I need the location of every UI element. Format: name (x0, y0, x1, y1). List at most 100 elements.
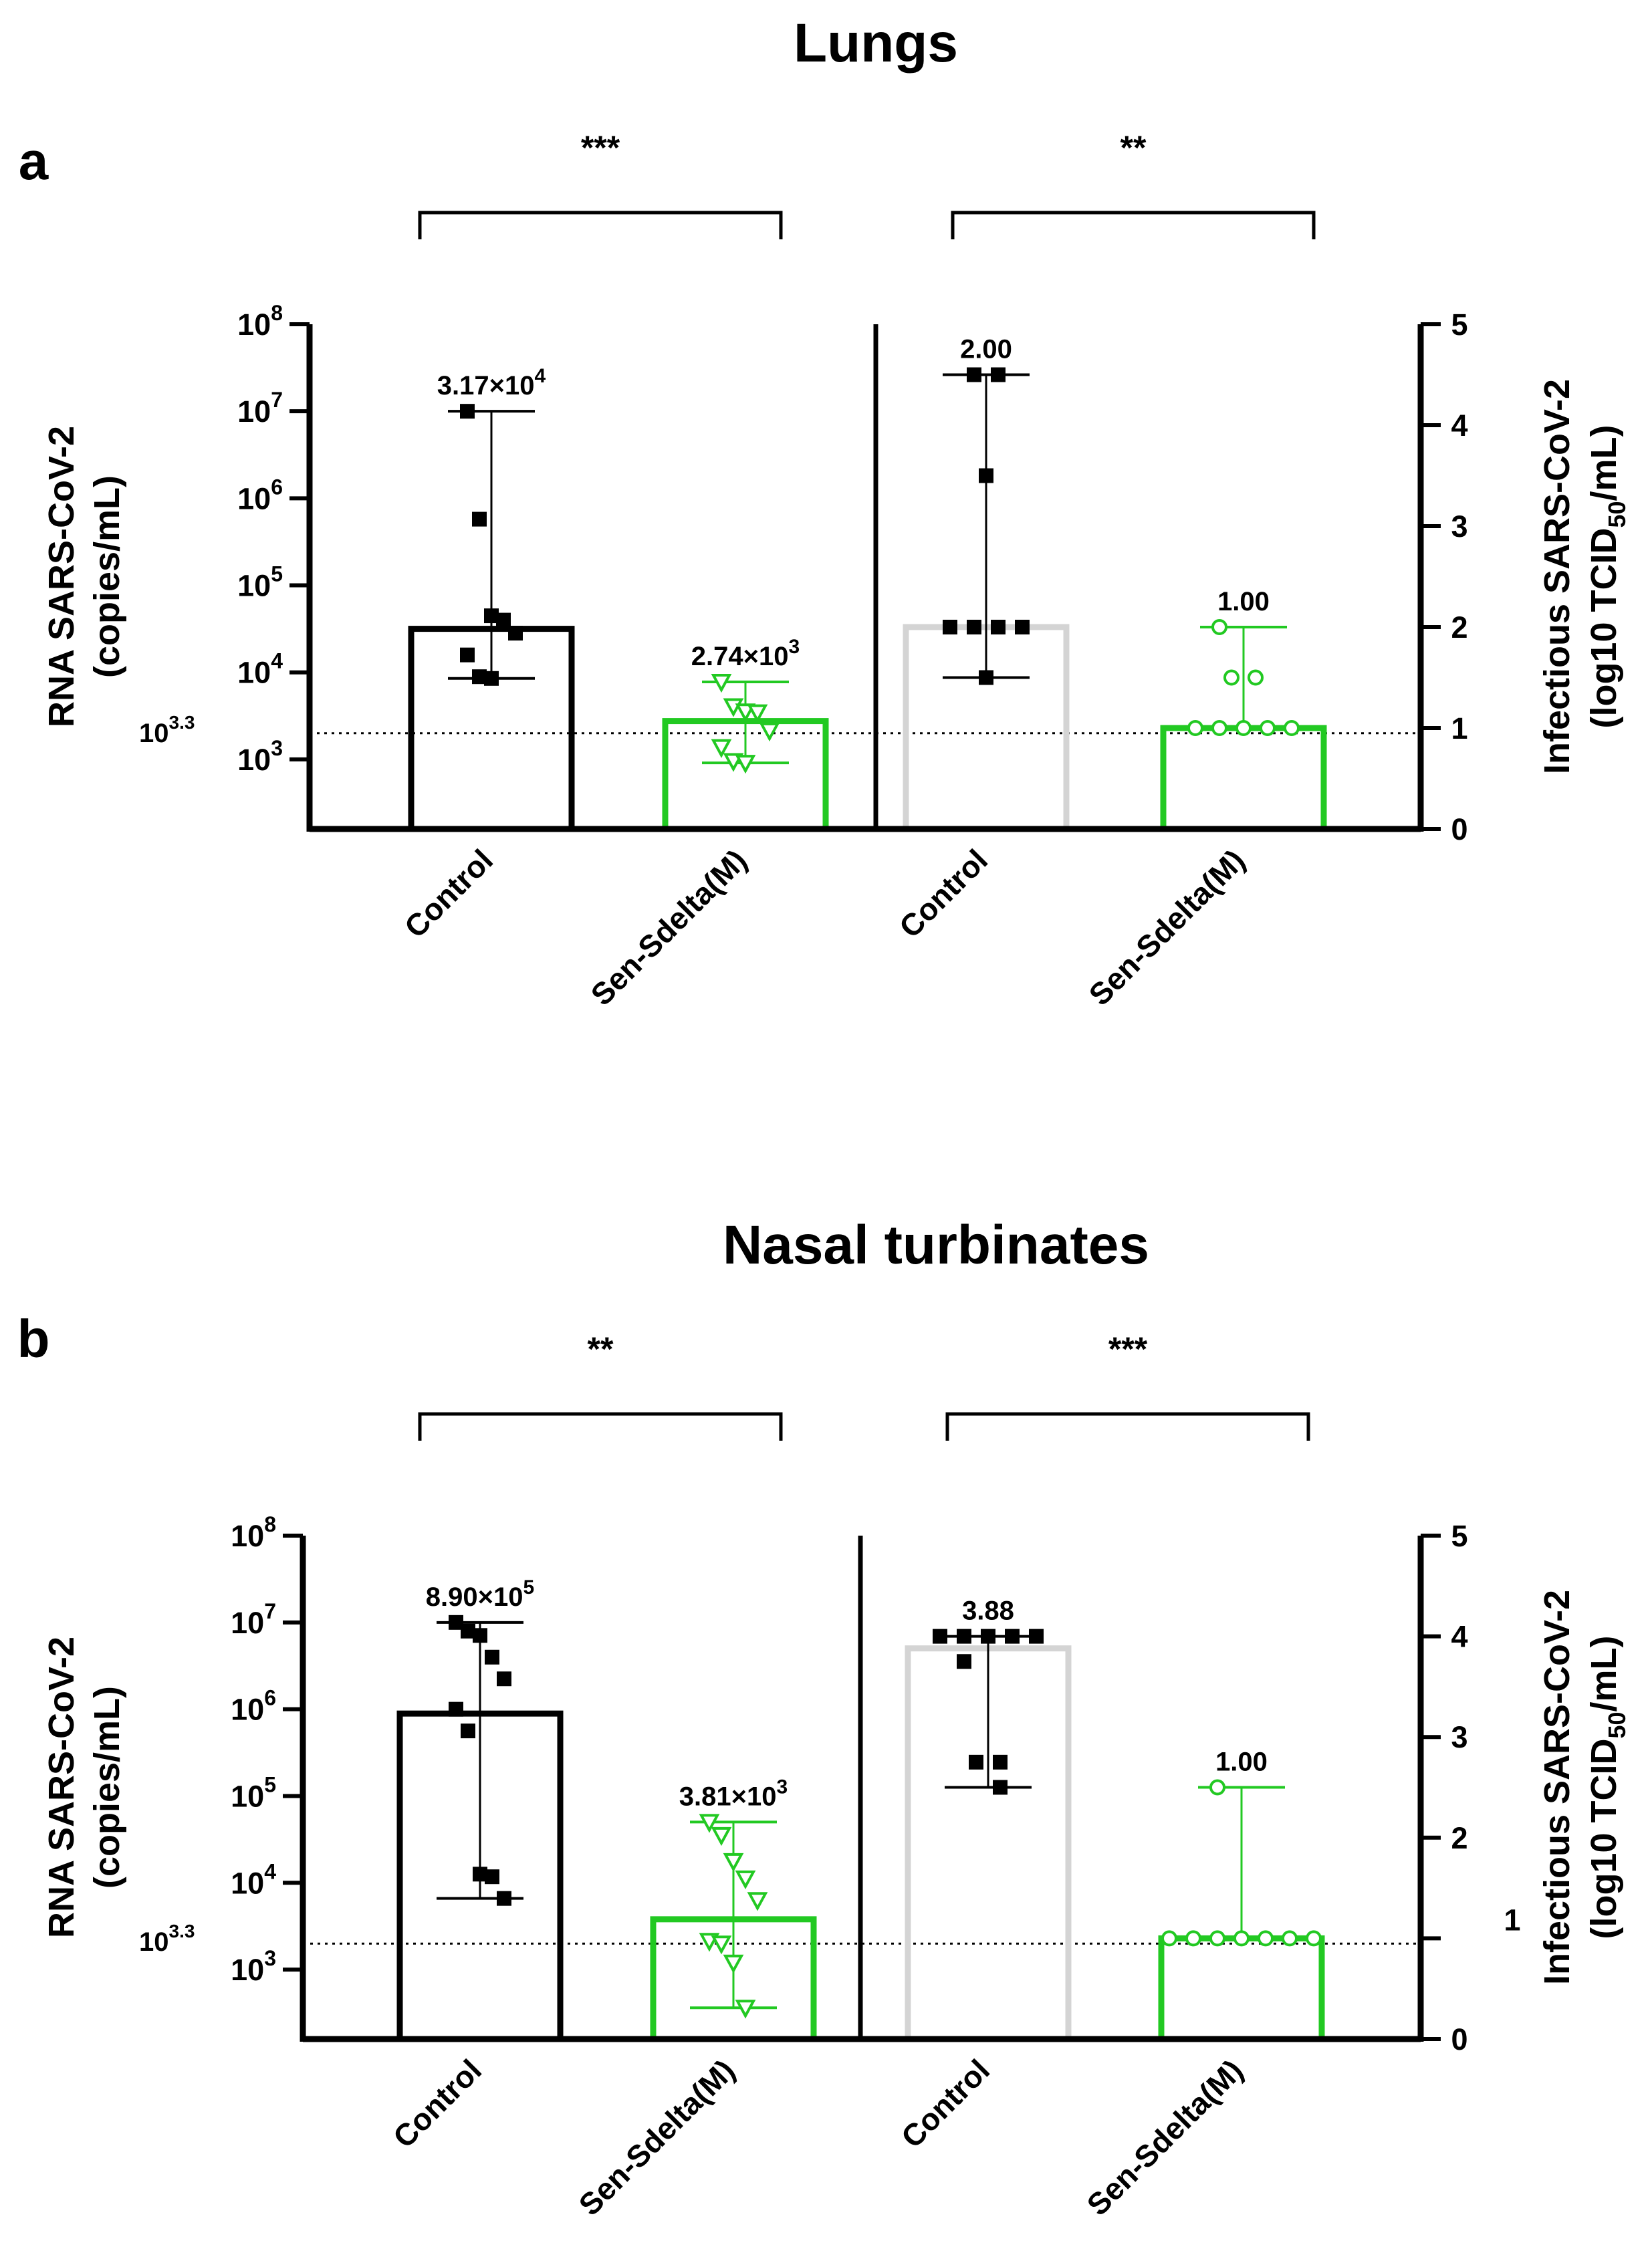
chart-panel-b: Nasal turbinatesb8.90×105Control**3.81×1… (17, 1215, 1631, 2222)
data-point (461, 1623, 475, 1639)
left-tick-label: 103 (237, 736, 283, 777)
right-y-label-sub-post: /mL) (1584, 425, 1624, 501)
median-label-base: 1.00 (1215, 1748, 1268, 1777)
tick-exp: 5 (271, 562, 283, 586)
lod-exp: 3.3 (169, 1921, 195, 1941)
right-tick-label: 4 (1451, 1620, 1467, 1654)
data-point (1306, 1930, 1322, 1947)
left-tick-label: 107 (237, 388, 283, 429)
median-label-exp: 5 (523, 1576, 535, 1598)
left-y-label: RNA SARS-CoV-2 (copies/mL) (41, 426, 127, 727)
left-y-label-line: RNA SARS-CoV-2 (41, 426, 82, 727)
left-tick-label: 104 (231, 1859, 276, 1900)
tick-base: 10 (237, 569, 271, 603)
data-point (979, 468, 993, 483)
right-tick-label: 3 (1451, 509, 1467, 544)
group-3: 1.00 Sen-Sdelta(M) (1082, 587, 1327, 1012)
median-label-exp: 3 (777, 1776, 788, 1798)
data-point (485, 1649, 499, 1665)
data-point (969, 1754, 983, 1770)
data-point (735, 755, 756, 774)
right-tick-label: 1 (1451, 711, 1467, 745)
data-point (461, 1723, 475, 1739)
median-label-base: 2.74×10 (691, 642, 789, 671)
tick-exp: 4 (271, 649, 283, 673)
category-label: Control (398, 842, 499, 944)
left-y-label-line: (copies/mL) (87, 475, 127, 678)
data-point (460, 404, 475, 419)
data-point (473, 1628, 487, 1643)
data-point (1185, 1930, 1201, 1947)
data-point (484, 671, 499, 686)
left-tick-label: 108 (231, 1512, 276, 1553)
median-label: 1.00 (1215, 1748, 1268, 1777)
data-point (1015, 620, 1030, 634)
tick-exp: 8 (264, 1512, 276, 1536)
group-1: 3.81×103 Sen-Sdelta(M) (572, 1776, 817, 2222)
right-tick-label: 4 (1451, 408, 1467, 443)
left-tick-label: 106 (231, 1686, 276, 1727)
chart-title: Nasal turbinates (723, 1215, 1149, 1276)
data-point (508, 626, 523, 641)
data-point (759, 722, 780, 742)
data-point (933, 1629, 947, 1644)
tick-base: 10 (231, 1866, 264, 1900)
right-tick-label: 0 (1451, 812, 1467, 846)
data-point (943, 620, 957, 634)
tick-base: 10 (237, 394, 271, 429)
data-point (1260, 720, 1276, 736)
data-point (1161, 1930, 1177, 1947)
data-point (711, 1826, 732, 1847)
tick-base: 10 (231, 1606, 264, 1640)
bar (1158, 1935, 1325, 2042)
data-point (449, 1615, 463, 1630)
median-label: 1.00 (1217, 587, 1270, 616)
right-y-label-sub: (log10 TCID (1584, 1739, 1624, 1939)
data-point (497, 1671, 511, 1687)
right-tick-label: 2 (1451, 610, 1467, 644)
category-label: Sen-Sdelta(M) (572, 2052, 741, 2222)
significance-bracket (951, 211, 1316, 239)
tick-base: 10 (231, 1693, 264, 1727)
data-point (967, 367, 981, 382)
left-tick-label: 103 (231, 1946, 276, 1987)
significance-stars: ** (1120, 129, 1147, 166)
right-tick-label: 5 (1451, 1519, 1467, 1553)
category-label: Control (386, 2052, 488, 2154)
right-tick-label: 0 (1451, 2022, 1467, 2056)
tick-exp: 6 (271, 475, 283, 499)
data-point (1029, 1629, 1044, 1644)
data-point (993, 1754, 1008, 1770)
right-y-label-sub-script: 50 (1603, 501, 1631, 527)
left-tick-label: 105 (231, 1772, 276, 1813)
tick-base: 10 (237, 743, 271, 777)
data-point (735, 1870, 756, 1889)
right-y-label-main: Infectious SARS-CoV-2 (1537, 379, 1577, 774)
tick-exp: 7 (264, 1599, 276, 1623)
right-tick-label: 3 (1451, 1720, 1467, 1754)
group-3: 1.00 Sen-Sdelta(M) (1080, 1748, 1325, 2222)
data-point (496, 612, 511, 628)
median-label-base: 2.00 (960, 335, 1012, 364)
category-label: Control (893, 842, 994, 944)
median-label: 3.81×103 (679, 1776, 788, 1811)
data-point (957, 1654, 971, 1669)
data-point (967, 620, 981, 634)
tick-base: 10 (237, 481, 271, 515)
significance-bracket (418, 1412, 783, 1441)
data-point (957, 1629, 971, 1644)
data-point (699, 1814, 720, 1833)
data-point (449, 1701, 463, 1717)
median-label-base: 3.17×10 (437, 371, 535, 400)
tick-exp: 3 (271, 736, 283, 760)
right-y-label: Infectious SARS-CoV-2 (log10 TCID50/mL) (1537, 1590, 1631, 1985)
group-2: 2.00 Control ** (893, 129, 1316, 945)
median-label-exp: 3 (789, 636, 800, 658)
median-label-base: 3.81×10 (679, 1782, 777, 1811)
tick-base: 10 (231, 1519, 264, 1553)
group-1: 2.74×103 Sen-Sdelta(M) (584, 636, 829, 1012)
left-tick-label: 105 (237, 562, 283, 603)
data-point (1223, 669, 1240, 686)
data-point (1005, 1629, 1020, 1644)
median-label: 2.00 (960, 335, 1012, 364)
